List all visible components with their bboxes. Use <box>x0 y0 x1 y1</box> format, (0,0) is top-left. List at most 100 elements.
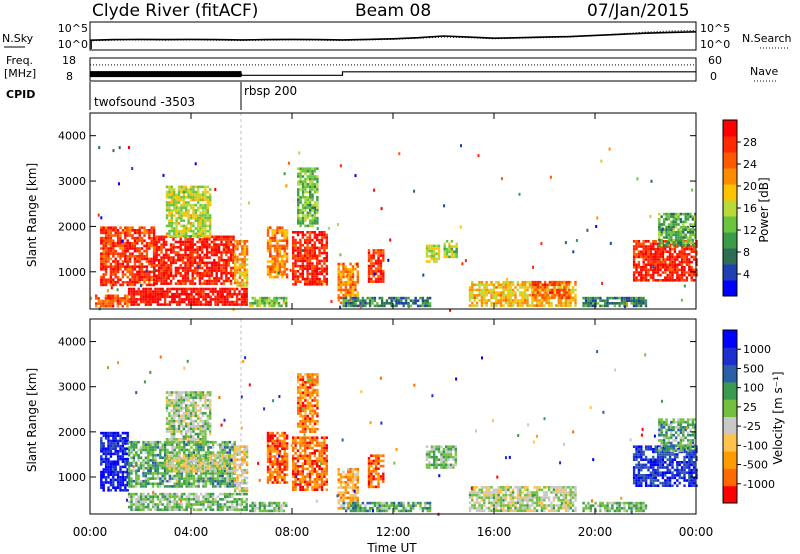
velocity-cell <box>171 451 174 454</box>
power-cell <box>686 228 690 231</box>
power-cell <box>557 286 560 289</box>
velocity-cell <box>204 462 207 465</box>
power-colorbar-tick-label: 12 <box>743 224 757 237</box>
power-cell <box>569 299 572 302</box>
power-cell <box>379 280 383 283</box>
power-cell <box>119 239 122 242</box>
power-cell <box>217 248 221 252</box>
velocity-cell <box>209 461 212 465</box>
velocity-cell <box>185 467 188 470</box>
power-cell <box>116 288 119 292</box>
power-cell <box>208 261 211 265</box>
power-cell <box>642 258 645 261</box>
power-cell <box>604 302 607 305</box>
power-cell <box>647 271 650 274</box>
power-cell <box>691 238 695 242</box>
power-cell <box>667 233 671 237</box>
power-cell <box>175 211 178 215</box>
velocity-cell <box>137 495 140 498</box>
power-cell <box>185 201 188 204</box>
power-cell <box>686 212 690 216</box>
power-cell <box>128 270 132 274</box>
velocity-cell <box>107 465 110 469</box>
power-cell <box>660 215 663 218</box>
velocity-cell <box>207 479 210 483</box>
power-cell <box>109 242 113 245</box>
power-cell <box>245 290 248 293</box>
power-cell <box>121 255 125 258</box>
power-cell <box>112 234 115 237</box>
power-cell <box>175 287 179 291</box>
power-cell <box>670 238 673 242</box>
velocity-cell <box>112 473 115 476</box>
velocity-cell <box>199 500 203 504</box>
power-cell <box>492 293 496 297</box>
power-cell <box>175 292 179 296</box>
power-cell <box>304 259 307 263</box>
power-cell <box>443 247 446 251</box>
power-ytick-label: 1000 <box>58 266 86 279</box>
power-cell <box>143 244 146 248</box>
power-cell <box>339 286 343 289</box>
power-cell <box>197 206 200 209</box>
power-cell <box>109 247 113 250</box>
power-cell <box>119 302 122 305</box>
power-cell <box>180 214 183 217</box>
power-cell <box>236 260 239 264</box>
power-cell <box>652 247 655 251</box>
power-cell <box>100 278 103 281</box>
velocity-cell <box>213 464 217 468</box>
power-cell <box>448 255 451 259</box>
power-cell <box>198 256 202 259</box>
power-cell <box>301 170 305 173</box>
velocity-cell <box>170 459 173 463</box>
power-cell <box>183 287 186 291</box>
velocity-cell <box>112 486 115 489</box>
power-cell <box>271 257 274 261</box>
power-cell <box>306 183 309 186</box>
velocity-cell <box>127 466 131 470</box>
power-cell <box>156 287 160 291</box>
power-cell <box>266 239 270 242</box>
power-cell <box>306 203 309 207</box>
power-cell <box>379 272 383 276</box>
power-cell <box>111 302 115 305</box>
power-cell <box>347 278 350 281</box>
power-cell <box>151 295 155 299</box>
power-cell <box>455 255 458 259</box>
power-cell <box>235 295 239 299</box>
velocity-cell <box>139 495 143 498</box>
power-cell <box>185 292 188 296</box>
power-cell <box>297 219 300 222</box>
velocity-cell <box>204 474 208 478</box>
power-cell <box>114 226 117 229</box>
power-cell <box>665 225 668 229</box>
power-cell <box>666 255 669 259</box>
power-cell <box>206 224 209 228</box>
velocity-cell <box>209 482 212 486</box>
power-cell <box>349 293 352 297</box>
power-cell <box>337 286 340 289</box>
power-cell <box>480 304 484 307</box>
power-cell <box>356 296 360 300</box>
power-cell <box>109 257 113 261</box>
power-cell <box>649 242 653 246</box>
power-cell <box>222 282 226 285</box>
power-cell <box>155 274 158 278</box>
power-colorbar-segment <box>723 280 737 297</box>
power-cell <box>523 280 527 284</box>
power-cell <box>424 299 427 302</box>
power-cell <box>241 253 244 256</box>
power-cell <box>323 251 326 255</box>
power-cell <box>189 198 193 202</box>
velocity-cell <box>221 464 224 468</box>
power-cell <box>166 287 169 291</box>
power-cell <box>197 214 200 217</box>
velocity-cell <box>173 448 176 452</box>
power-cell <box>323 249 326 252</box>
power-cell <box>204 190 207 194</box>
power-cell <box>325 241 328 244</box>
power-cell <box>339 291 343 294</box>
power-cell <box>654 258 657 261</box>
velocity-cell <box>209 495 212 498</box>
